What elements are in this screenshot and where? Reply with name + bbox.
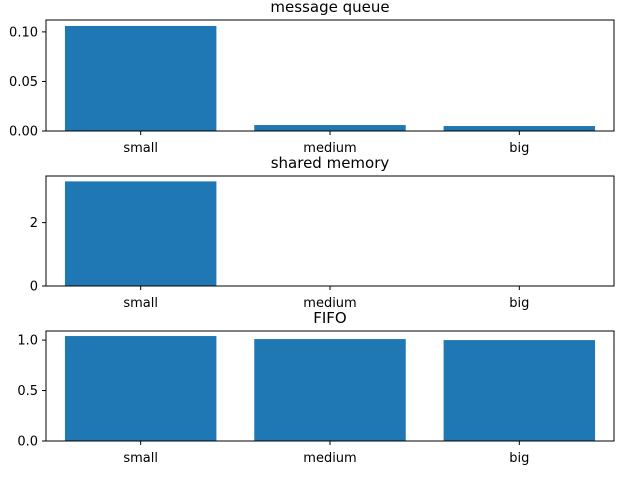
bar-medium [254,125,406,131]
x-tick-label: medium [303,296,356,311]
y-tick-label: 0.05 [9,75,38,90]
axes-frame-shared-memory [45,175,615,287]
bar-medium [254,339,406,441]
bar-small [64,25,217,132]
y-tick-label: 0.00 [9,125,38,140]
bar-small [64,336,217,441]
chart-title: message queue [270,0,389,16]
x-tick-label: small [123,296,158,311]
y-tick-label: 1.0 [17,334,38,349]
bar-small [64,181,217,286]
subplot-message-queue: message queue small medium big 0.00 0.05 0.10 [9,0,615,156]
y-tick-label: 0.5 [17,384,38,399]
y-tick-label: 2 [30,216,38,231]
x-tick-label: big [509,451,529,466]
chart-title: shared memory [271,154,390,172]
axes-frame-message-queue [45,19,615,132]
y-tick-label: 0.10 [9,25,38,40]
chart-title: FIFO [313,309,347,327]
axes-frame-fifo [45,330,615,442]
x-tick-label: small [123,451,158,466]
bar-big [443,340,596,441]
x-tick-label: small [123,141,158,156]
bar-big [443,126,596,131]
x-tick-label: big [509,296,529,311]
x-tick-label: medium [303,141,356,156]
subplot-shared-memory: shared memory small medium big 0 2 [30,154,615,311]
y-tick-label: 0.0 [17,435,38,450]
x-tick-label: medium [303,451,356,466]
y-tick-label: 0 [30,280,38,295]
x-tick-label: big [509,141,529,156]
subplot-fifo: FIFO small medium big 0.0 0.5 1.0 [17,309,615,466]
